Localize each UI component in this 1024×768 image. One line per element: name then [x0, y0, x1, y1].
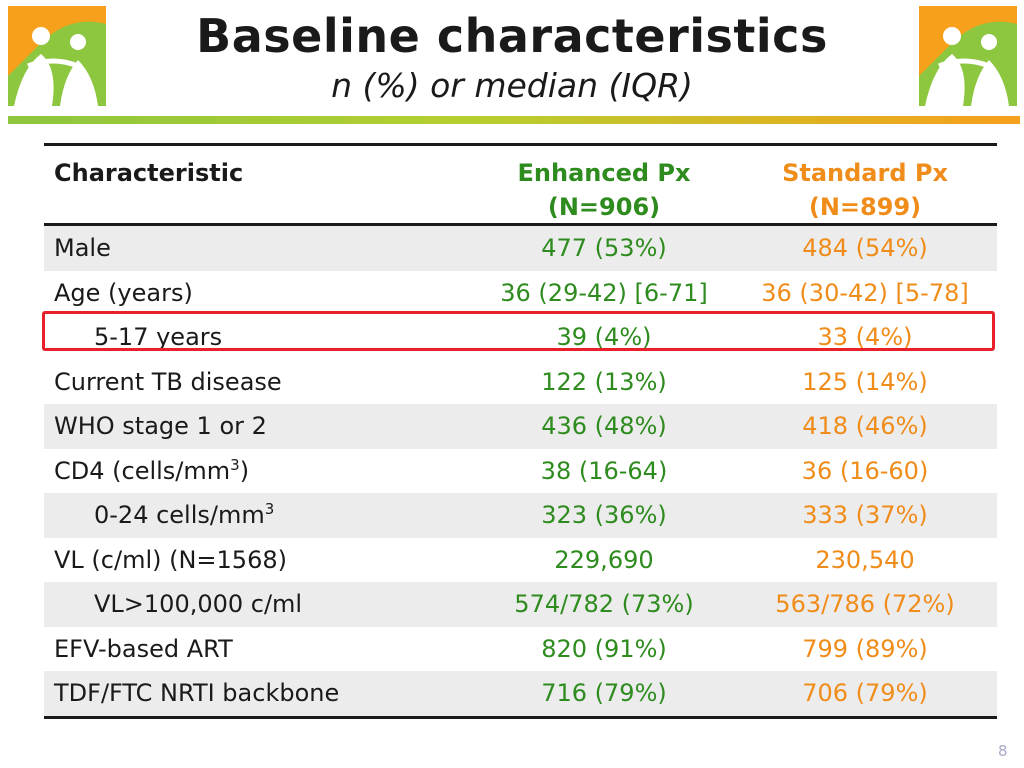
- header-enhanced-name: Enhanced Px: [517, 159, 691, 187]
- row-label-text: CD4 (cells/mm: [54, 456, 231, 485]
- row-label: CD4 (cells/mm3): [54, 449, 484, 494]
- row-label: Current TB disease: [54, 367, 282, 396]
- row-enhanced: 323 (36%): [541, 501, 667, 529]
- header-enhanced: Enhanced Px (N=906): [484, 146, 724, 233]
- baseline-table: Characteristic Enhanced Px (N=906) Stand…: [44, 143, 997, 719]
- row-enhanced: 229,690: [554, 545, 654, 574]
- table-row: EFV-based ART 820 (91%) 799 (89%): [44, 627, 997, 672]
- row-enhanced: 36 (29-42) [6-71]: [500, 278, 708, 307]
- table-row: Age (years) 36 (29-42) [6-71] 36 (30-42)…: [44, 271, 997, 316]
- row-enhanced: 38 (16-64): [540, 456, 668, 485]
- row-label: VL>100,000 c/ml: [94, 590, 303, 618]
- slide-subtitle: n (%) or median (IQR): [331, 66, 693, 105]
- header-standard-name: Standard Px: [782, 159, 948, 187]
- table-row: VL>100,000 c/ml 574/782 (73%) 563/786 (7…: [44, 582, 997, 627]
- row-standard: 36 (16-60): [801, 456, 929, 485]
- header-standard-n: (N=899): [808, 193, 922, 221]
- row-enhanced: 39 (4%): [556, 323, 652, 351]
- organization-logo-right: [919, 6, 1017, 106]
- row-label: EFV-based ART: [54, 634, 233, 663]
- row-label: WHO stage 1 or 2: [54, 412, 267, 440]
- row-standard: 33 (4%): [817, 323, 913, 351]
- row-label: VL (c/ml) (N=1568): [54, 545, 287, 574]
- row-label-text: 0-24 cells/mm: [94, 501, 265, 529]
- row-standard: 799 (89%): [802, 634, 928, 663]
- row-enhanced: 574/782 (73%): [514, 590, 694, 618]
- row-enhanced: 122 (13%): [541, 367, 667, 396]
- row-label-superscript: 3: [264, 500, 275, 518]
- row-standard: 36 (30-42) [5-78]: [761, 278, 969, 307]
- header-characteristic: Characteristic: [54, 159, 244, 187]
- row-label: Male: [54, 234, 111, 262]
- row-enhanced: 716 (79%): [541, 679, 667, 707]
- table-row: 0-24 cells/mm3 323 (36%) 333 (37%): [44, 493, 997, 538]
- row-label-tail: ): [239, 456, 250, 485]
- page-number: 8: [998, 742, 1008, 760]
- table-header-row: Characteristic Enhanced Px (N=906) Stand…: [44, 146, 997, 226]
- row-standard: 125 (14%): [802, 367, 928, 396]
- organization-logo-left: [8, 6, 106, 106]
- highlight-box-5-17-years: [42, 311, 995, 351]
- row-label-superscript: 3: [230, 455, 240, 474]
- table-row: VL (c/ml) (N=1568) 229,690 230,540: [44, 538, 997, 583]
- row-standard: 563/786 (72%): [775, 590, 955, 618]
- header-enhanced-n: (N=906): [547, 193, 661, 221]
- row-enhanced: 477 (53%): [541, 234, 667, 262]
- row-enhanced: 436 (48%): [541, 412, 667, 440]
- table-row: TDF/FTC NRTI backbone 716 (79%) 706 (79%…: [44, 671, 997, 716]
- row-standard: 706 (79%): [802, 679, 928, 707]
- row-enhanced: 820 (91%): [541, 634, 667, 663]
- row-standard: 418 (46%): [802, 412, 928, 440]
- row-standard: 333 (37%): [802, 501, 928, 529]
- row-label: 0-24 cells/mm3: [54, 493, 524, 538]
- row-standard: 484 (54%): [802, 234, 928, 262]
- title-divider-bar: [8, 116, 1020, 124]
- table-row: CD4 (cells/mm3) 38 (16-64) 36 (16-60): [44, 449, 997, 494]
- row-label: Age (years): [54, 278, 193, 307]
- table-row: 5-17 years 39 (4%) 33 (4%): [44, 315, 997, 360]
- table-row: Male 477 (53%) 484 (54%): [44, 226, 997, 271]
- slide-title: Baseline characteristics: [196, 9, 828, 63]
- row-label: 5-17 years: [94, 323, 223, 351]
- header-standard: Standard Px (N=899): [734, 146, 996, 233]
- table-row: Current TB disease 122 (13%) 125 (14%): [44, 360, 997, 405]
- table-row: WHO stage 1 or 2 436 (48%) 418 (46%): [44, 404, 997, 449]
- row-label: TDF/FTC NRTI backbone: [54, 679, 340, 707]
- row-standard: 230,540: [815, 545, 915, 574]
